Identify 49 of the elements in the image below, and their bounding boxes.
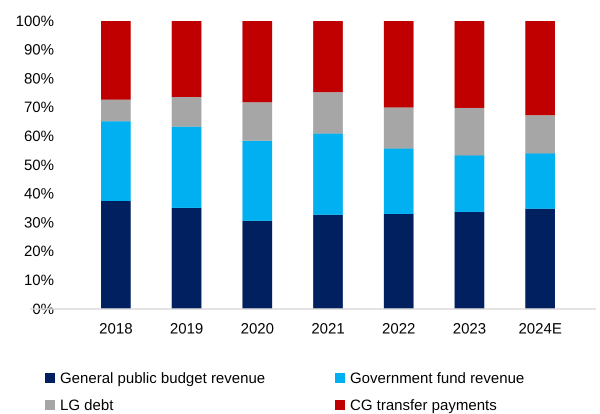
y-tick-label: 40%	[24, 186, 54, 203]
bar	[101, 121, 131, 201]
bar	[384, 21, 414, 108]
bar	[454, 108, 484, 156]
bar	[313, 214, 343, 309]
legend-label: Government fund revenue	[350, 370, 524, 387]
bar	[384, 107, 414, 149]
bar	[384, 214, 414, 309]
y-tick-label: 90%	[24, 42, 54, 59]
y-tick-label: 50%	[24, 156, 54, 174]
y-tick-label: 20%	[24, 243, 54, 260]
bar	[242, 102, 272, 141]
y-tick-label: 80%	[24, 70, 54, 88]
bar	[172, 97, 202, 127]
bar	[525, 115, 555, 154]
bar	[172, 126, 202, 208]
x-tick-label: 2021	[311, 320, 345, 338]
y-tick-label: 70%	[24, 99, 54, 116]
bar	[313, 134, 343, 215]
bar	[384, 148, 414, 214]
bar	[525, 21, 555, 116]
x-tick-label: 2023	[452, 320, 486, 338]
bar	[313, 21, 343, 92]
bar	[525, 208, 555, 309]
bar	[101, 21, 131, 100]
bar	[454, 155, 484, 212]
bar	[101, 100, 131, 122]
y-tick-label: 60%	[24, 128, 54, 145]
x-tick-label: 2022	[382, 320, 416, 338]
bar	[242, 21, 272, 102]
bar	[525, 153, 555, 209]
bar	[172, 208, 202, 309]
legend-label: LG debt	[60, 397, 114, 414]
x-tick-label: 2019	[170, 320, 204, 338]
y-tick-label: 100%	[16, 12, 54, 30]
bar	[242, 220, 272, 309]
x-tick-label: 2024E	[518, 320, 562, 338]
bar	[101, 201, 131, 309]
bar	[454, 212, 484, 309]
legend-label: General public budget revenue	[60, 370, 266, 387]
y-tick-label: 10%	[24, 272, 54, 289]
bar	[242, 140, 272, 221]
bar	[172, 21, 202, 98]
y-tick-label: 30%	[24, 214, 54, 232]
x-tick-label: 2018	[99, 320, 133, 338]
x-tick-label: 2020	[240, 320, 274, 338]
legend-label: CG transfer payments	[350, 397, 497, 414]
bar	[313, 92, 343, 134]
bar	[454, 21, 484, 108]
